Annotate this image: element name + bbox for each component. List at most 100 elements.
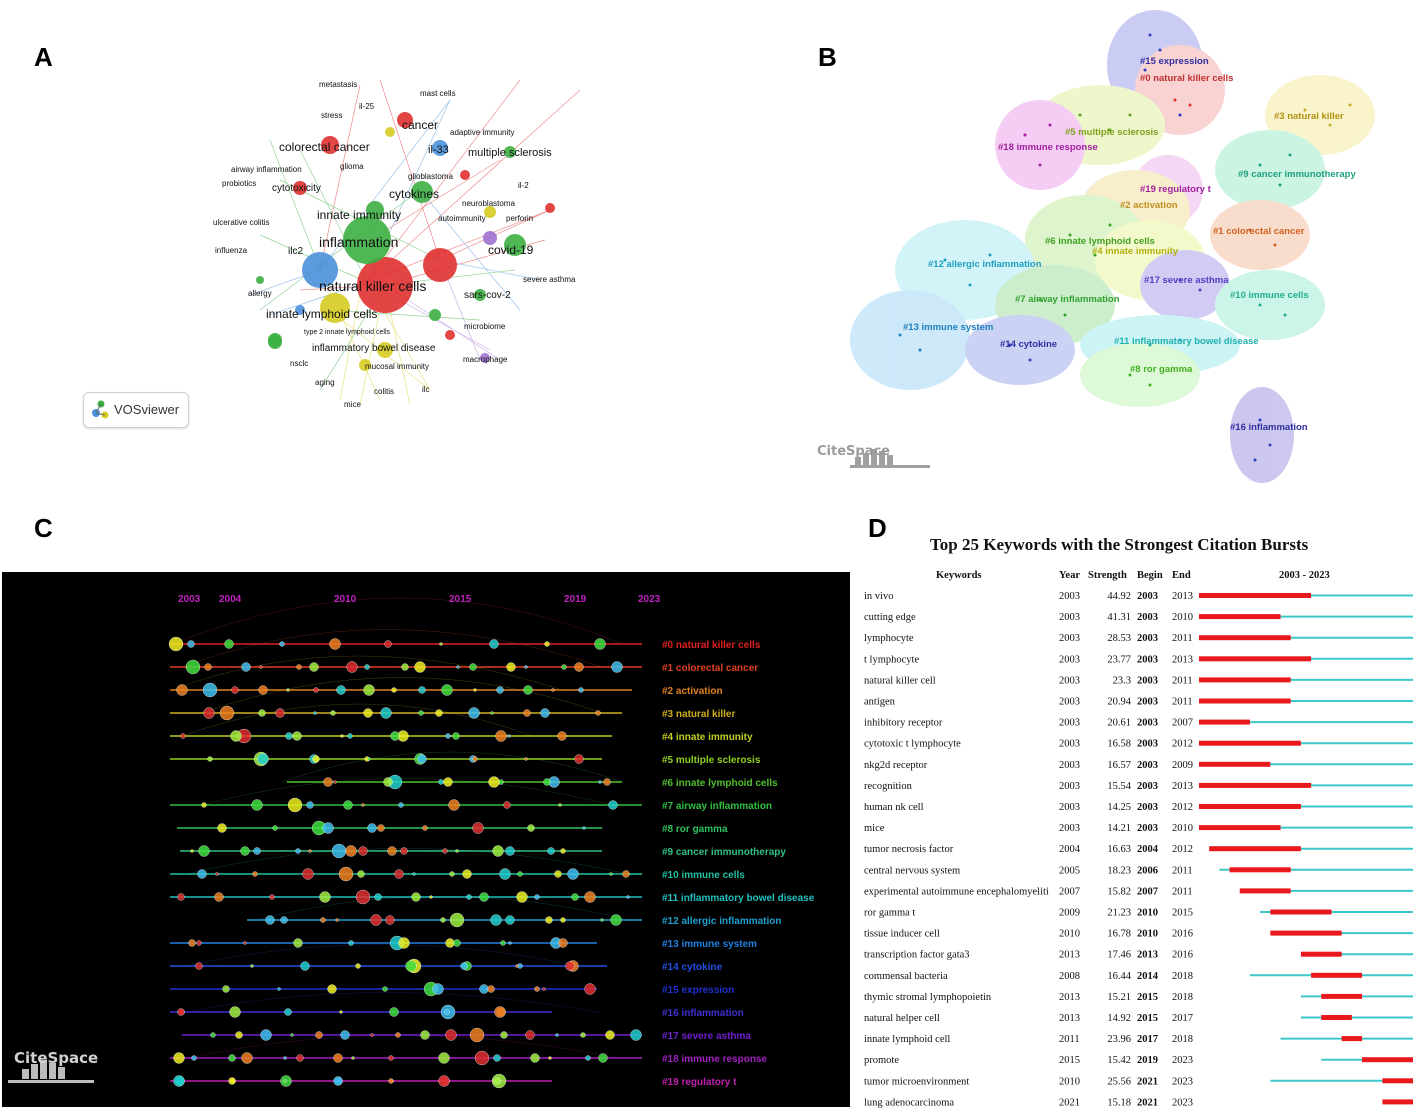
timeline-node [571, 893, 579, 901]
burst-red-bar [1341, 1036, 1363, 1042]
timeline-node [493, 1077, 501, 1085]
panel-letter-c: C [34, 513, 53, 543]
timeline-node [168, 636, 184, 652]
timeline-node [411, 892, 421, 902]
timeline-node [499, 868, 511, 880]
timeline-node [418, 686, 426, 694]
term-label: glioma [340, 162, 364, 171]
timeline-node [530, 1053, 540, 1063]
term-label: neuroblastoma [462, 199, 515, 208]
timeline-node [258, 709, 266, 717]
timeline-background [2, 572, 850, 1107]
timeline-node [479, 984, 489, 994]
burst-strength: 16.63 [1107, 844, 1131, 855]
burst-end: 2010 [1172, 823, 1193, 834]
term-label: probiotics [222, 179, 256, 188]
cluster-label: #14 cytokine [1000, 339, 1057, 350]
burst-begin: 2007 [1137, 886, 1158, 897]
term-label: ilc2 [288, 246, 303, 257]
timeline-node [455, 849, 459, 853]
burst-end: 2010 [1172, 612, 1193, 623]
node-cancer [397, 112, 413, 128]
burst-begin: 2003 [1137, 591, 1158, 602]
timeline-node [506, 662, 516, 672]
timeline-node [515, 964, 519, 968]
burst-end: 2007 [1172, 718, 1193, 729]
burst-end: 2023 [1172, 1097, 1193, 1108]
timeline-node [302, 868, 314, 880]
node-a6 [385, 127, 395, 137]
cluster-label: #17 severe asthma [1144, 275, 1229, 286]
citespace-logo-b: CiteSpace [817, 444, 890, 459]
burst-year: 2003 [1059, 718, 1080, 729]
timeline-node [361, 803, 365, 807]
timeline-cluster-label: #12 allergic inflammation [662, 916, 782, 927]
timeline-cluster-label: #16 inflammation [662, 1008, 744, 1019]
timeline-node [391, 687, 397, 693]
timeline-node [494, 1006, 506, 1018]
cluster-hulls [850, 10, 1375, 483]
burst-end: 2023 [1172, 1076, 1193, 1087]
hull-10 [1215, 270, 1325, 340]
timeline-node [364, 664, 370, 670]
burst-begin: 2021 [1137, 1076, 1158, 1087]
timeline-node [309, 662, 319, 672]
timeline-node [487, 985, 495, 993]
timeline-node [445, 1029, 457, 1041]
timeline-node [210, 1032, 216, 1038]
node-cytokines [411, 181, 433, 203]
cluster-label: #1 colorectal cancer [1213, 226, 1305, 237]
burst-red-bar [1270, 909, 1332, 915]
year-tick: 2003 [178, 594, 201, 605]
timeline-node [336, 685, 346, 695]
header-begin: Begin [1137, 570, 1163, 581]
timeline-node [574, 662, 584, 672]
timeline-node [558, 938, 568, 948]
timeline-node [215, 872, 219, 876]
hull-0 [1135, 45, 1225, 135]
timeline-node [380, 707, 392, 719]
timeline-node [439, 642, 443, 646]
timeline-node [333, 780, 337, 784]
citespace-cluster-map: #15 expression #0 natural killer cells #… [850, 10, 1375, 483]
timeline-node [187, 640, 195, 648]
timeline-node [190, 849, 194, 853]
timeline-node [293, 938, 303, 948]
timeline-node [420, 1030, 430, 1040]
burst-year: 2013 [1059, 1013, 1080, 1024]
timeline-node [438, 1075, 450, 1087]
node-ilc2 [302, 252, 338, 288]
timeline-node [508, 941, 512, 945]
timeline-node [340, 1030, 350, 1040]
timeline-node [400, 847, 408, 855]
burst-begin: 2017 [1137, 1034, 1158, 1045]
cluster-points [898, 33, 1352, 462]
burst-keyword: lymphocyte [864, 633, 914, 644]
node-cancer-main [423, 248, 457, 282]
timeline-node [348, 940, 354, 946]
timeline-node [523, 685, 533, 695]
timeline-node [609, 872, 613, 876]
node-a3 [484, 206, 496, 218]
timeline-node [283, 1079, 287, 1083]
timeline-node [565, 961, 575, 971]
timeline-node [345, 845, 357, 857]
timeline-node [472, 756, 478, 762]
burst-red-bar [1199, 593, 1312, 598]
node-a4 [483, 231, 497, 245]
timeline-node [557, 731, 567, 741]
burst-begin: 2003 [1137, 654, 1158, 665]
cluster-label: #0 natural killer cells [1140, 73, 1233, 84]
cluster-label: #3 natural killer [1274, 111, 1344, 122]
timeline-node [488, 776, 500, 788]
term-label: aging [315, 378, 335, 387]
burst-keyword: ror gamma t [864, 908, 915, 919]
header-year: Year [1059, 570, 1080, 581]
timeline-node [323, 777, 333, 787]
burst-year: 2003 [1059, 591, 1080, 602]
term-label: inflammation [319, 234, 398, 250]
timeline-node [207, 756, 213, 762]
hull-7 [995, 265, 1115, 345]
timeline-node [252, 871, 258, 877]
burst-begin: 2003 [1137, 612, 1158, 623]
